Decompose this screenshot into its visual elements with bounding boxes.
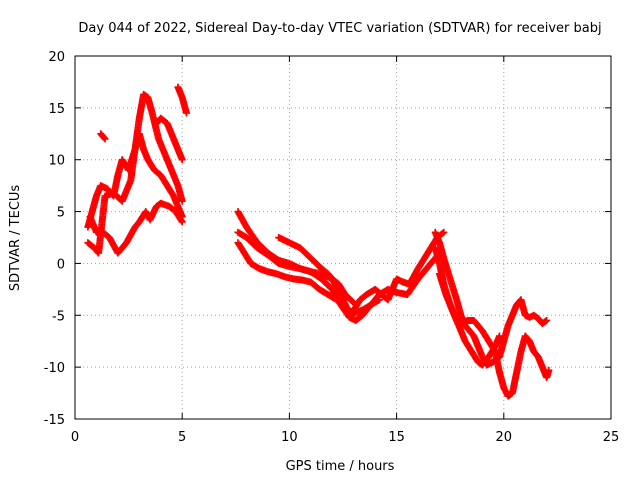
- series-track-j: [275, 234, 358, 307]
- x-tick-label: 25: [603, 430, 620, 445]
- y-tick-label: 0: [57, 257, 65, 272]
- data-point: [101, 135, 109, 143]
- y-tick-label: 10: [48, 154, 65, 169]
- data-point: [182, 109, 190, 117]
- data-point: [349, 298, 357, 306]
- y-tick-label: -10: [44, 361, 65, 376]
- y-axis-label: SDTVAR / TECUs: [8, 185, 23, 292]
- series-track-k: [431, 228, 551, 369]
- data-point: [178, 156, 186, 164]
- data-point: [350, 299, 358, 307]
- x-tick-label: 15: [388, 430, 405, 445]
- y-tick-label: 15: [48, 102, 65, 117]
- axis-ticks: 0 5 10 15 20 25 -15 -10 -5 0 5 10 15 20: [44, 50, 620, 445]
- data-point: [177, 217, 185, 225]
- series-track-f: [97, 130, 109, 143]
- x-tick-label: 20: [496, 430, 513, 445]
- data-point: [178, 197, 186, 205]
- plot-frame: [74, 55, 612, 420]
- data-point: [543, 316, 551, 324]
- y-tick-label: -5: [52, 309, 65, 324]
- series-track-i: [234, 239, 383, 317]
- data-point: [440, 228, 448, 236]
- data-point: [100, 134, 108, 142]
- data-point: [375, 296, 383, 304]
- grid-lines: [75, 56, 611, 419]
- data-point: [439, 229, 447, 237]
- x-tick-label: 10: [281, 430, 298, 445]
- y-tick-label: 20: [48, 50, 65, 65]
- data-point: [545, 366, 553, 374]
- data-point: [178, 218, 186, 226]
- chart-title: Day 044 of 2022, Sidereal Day-to-day VTE…: [78, 21, 601, 36]
- data-points: [84, 83, 553, 400]
- x-tick-label: 0: [71, 430, 79, 445]
- series-track-c: [84, 90, 186, 257]
- x-tick-label: 5: [178, 430, 186, 445]
- y-tick-label: 5: [57, 206, 65, 221]
- data-point: [496, 332, 504, 340]
- y-tick-label: -15: [44, 413, 65, 428]
- series-track-d: [152, 114, 186, 164]
- series-track-e: [174, 83, 190, 117]
- x-axis-label: GPS time / hours: [286, 459, 395, 474]
- series-track-m: [435, 270, 504, 369]
